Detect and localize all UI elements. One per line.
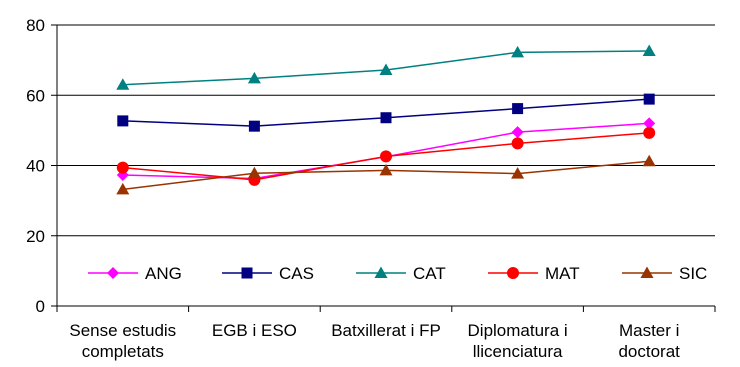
data-point-sic: [642, 154, 656, 167]
data-point-mat: [643, 126, 656, 139]
data-point-cat: [247, 71, 261, 84]
data-point-cas: [380, 112, 392, 124]
legend-marker-mat: [507, 267, 519, 279]
data-point-cat: [116, 78, 130, 90]
x-category-label: EGB i ESO: [212, 321, 297, 340]
y-axis-tick-labels: 0 20 40 60 80: [26, 16, 45, 316]
x-category-label-line: Batxillerat i FP: [331, 321, 441, 340]
legend: ANG CAS CAT MAT SIC: [88, 264, 707, 283]
legend-marker-sic: [640, 266, 654, 278]
x-category-label: Master i doctorat: [618, 321, 680, 361]
y-tick-label-80: 80: [26, 16, 45, 35]
data-point-sic: [379, 163, 393, 176]
data-point-cas: [117, 115, 129, 127]
x-category-label: Sense estudis completats: [69, 321, 176, 361]
y-tick-label-40: 40: [26, 157, 45, 176]
legend-item-sic: SIC: [622, 264, 707, 283]
data-point-mat: [511, 137, 524, 150]
x-category-label: Diplomatura i llicenciatura: [468, 321, 568, 361]
x-category-label-line: Diplomatura i: [468, 321, 568, 340]
series-cat: [116, 44, 656, 90]
series-sic: [116, 154, 656, 195]
x-axis-category-labels: Sense estudis completats EGB i ESO Batxille…: [69, 321, 680, 361]
series-cas: [117, 93, 655, 132]
series-lines: [116, 44, 656, 195]
data-point-cas: [643, 93, 655, 105]
data-point-mat: [116, 161, 129, 174]
data-point-cas: [248, 120, 260, 132]
y-tick-label-20: 20: [26, 227, 45, 246]
data-point-cat: [511, 45, 525, 58]
legend-item-cas: CAS: [222, 264, 314, 283]
legend-label-ang: ANG: [145, 264, 182, 283]
data-point-cas: [512, 103, 524, 115]
series-mat: [116, 126, 656, 186]
legend-marker-cas: [241, 267, 253, 279]
y-tick-label-60: 60: [26, 86, 45, 105]
x-category-label-line: llicenciatura: [473, 342, 563, 361]
data-point-cat: [642, 44, 656, 56]
grid-lines: [57, 24, 715, 237]
x-category-label-line: EGB i ESO: [212, 321, 297, 340]
y-tick-label-0: 0: [36, 297, 45, 316]
data-point-ang: [643, 117, 656, 130]
data-point-sic: [116, 182, 130, 195]
axes: [51, 24, 716, 312]
x-category-label-line: completats: [82, 342, 164, 361]
legend-marker-ang: [107, 267, 119, 279]
legend-label-cas: CAS: [279, 264, 314, 283]
legend-marker-cat: [374, 266, 388, 278]
legend-item-mat: MAT: [488, 264, 580, 283]
legend-item-cat: CAT: [356, 264, 446, 283]
data-point-mat: [380, 150, 392, 163]
x-category-label-line: Sense estudis: [69, 321, 176, 340]
x-category-label-line: Master i: [619, 321, 679, 340]
data-point-cat: [379, 63, 393, 75]
legend-item-ang: ANG: [88, 264, 182, 283]
x-category-label-line: doctorat: [618, 342, 680, 361]
data-point-sic: [247, 166, 261, 179]
data-point-sic: [511, 167, 525, 179]
x-category-label: Batxillerat i FP: [331, 321, 441, 340]
legend-label-cat: CAT: [413, 264, 446, 283]
legend-label-mat: MAT: [545, 264, 580, 283]
data-point-ang: [511, 126, 524, 139]
legend-label-sic: SIC: [679, 264, 707, 283]
